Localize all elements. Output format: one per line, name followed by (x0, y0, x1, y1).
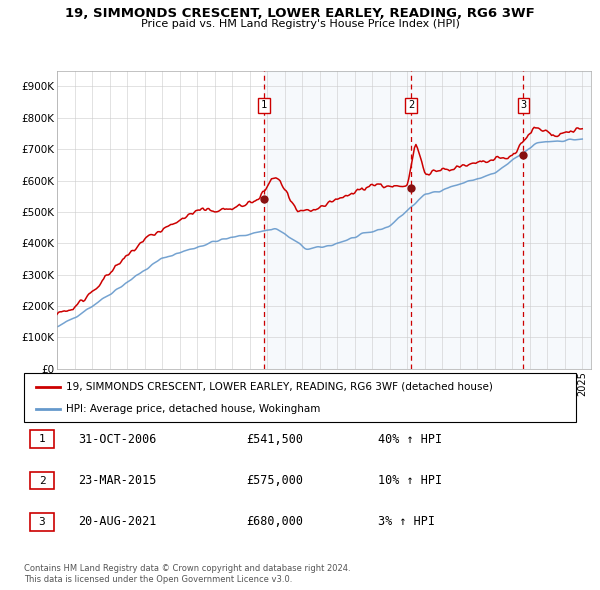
Text: Price paid vs. HM Land Registry's House Price Index (HPI): Price paid vs. HM Land Registry's House … (140, 19, 460, 30)
Text: This data is licensed under the Open Government Licence v3.0.: This data is licensed under the Open Gov… (24, 575, 292, 584)
Text: 23-MAR-2015: 23-MAR-2015 (78, 474, 157, 487)
Text: 3% ↑ HPI: 3% ↑ HPI (378, 515, 435, 529)
Text: £575,000: £575,000 (246, 474, 303, 487)
Bar (264, 71, 591, 369)
Text: 2: 2 (38, 476, 46, 486)
Text: £680,000: £680,000 (246, 515, 303, 529)
Text: 40% ↑ HPI: 40% ↑ HPI (378, 432, 442, 446)
Text: £541,500: £541,500 (246, 432, 303, 446)
Text: 20-AUG-2021: 20-AUG-2021 (78, 515, 157, 529)
Text: 1: 1 (38, 434, 46, 444)
Text: 19, SIMMONDS CRESCENT, LOWER EARLEY, READING, RG6 3WF (detached house): 19, SIMMONDS CRESCENT, LOWER EARLEY, REA… (66, 382, 493, 392)
Text: 2: 2 (408, 100, 414, 110)
Text: HPI: Average price, detached house, Wokingham: HPI: Average price, detached house, Woki… (66, 404, 320, 414)
Text: 3: 3 (520, 100, 527, 110)
Text: 31-OCT-2006: 31-OCT-2006 (78, 432, 157, 446)
Text: 10% ↑ HPI: 10% ↑ HPI (378, 474, 442, 487)
Text: 19, SIMMONDS CRESCENT, LOWER EARLEY, READING, RG6 3WF: 19, SIMMONDS CRESCENT, LOWER EARLEY, REA… (65, 7, 535, 20)
Text: 1: 1 (261, 100, 267, 110)
Text: 3: 3 (38, 517, 46, 527)
Text: Contains HM Land Registry data © Crown copyright and database right 2024.: Contains HM Land Registry data © Crown c… (24, 565, 350, 573)
